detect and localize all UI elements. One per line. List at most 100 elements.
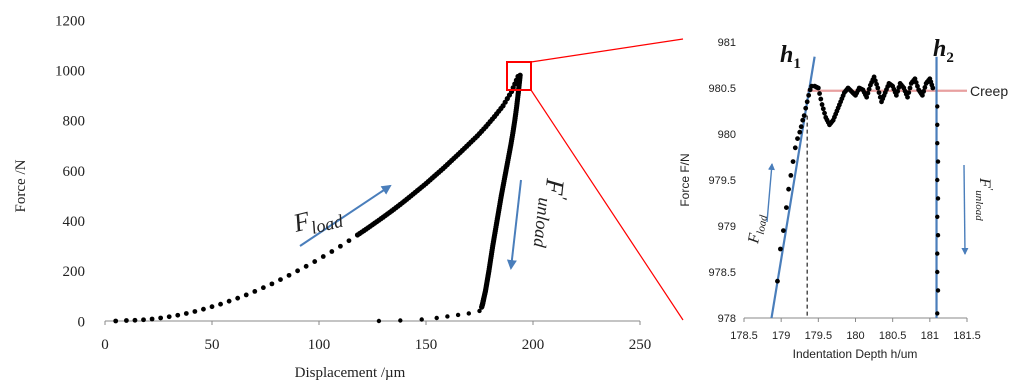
loading-point: [226, 298, 232, 304]
inset-unloading-point: [935, 177, 940, 183]
inset-data-points: [775, 74, 941, 316]
inset-loading-point: [786, 186, 791, 192]
x-tick-label: 0: [101, 337, 109, 353]
inset-loading-point: [798, 124, 804, 130]
y-tick-label: 200: [63, 264, 86, 280]
main-x-ticks: 0 50 100 150 200 250: [101, 321, 651, 353]
y-tick-label: 978: [718, 313, 736, 325]
tail-point: [466, 311, 471, 316]
inset-creep-point: [875, 85, 881, 91]
x-tick-label: 181: [921, 330, 939, 342]
y-tick-label: 600: [63, 164, 86, 180]
inset-creep-point: [915, 83, 920, 89]
inset-loading-point: [783, 205, 789, 211]
inset-creep-point: [922, 84, 928, 90]
main-data-points: [113, 72, 523, 324]
x-tick-label: 180: [846, 330, 864, 342]
inset-creep-point: [921, 88, 927, 94]
h1-label: h1: [780, 42, 801, 72]
loading-point: [260, 285, 266, 291]
main-unload-arrow: [506, 179, 522, 270]
y-tick-label: 400: [63, 214, 86, 230]
loading-point: [338, 243, 343, 249]
y-tick-label: 800: [63, 114, 86, 130]
inset-unloading-point: [935, 269, 940, 275]
loading-point: [252, 289, 258, 294]
loading-point: [192, 309, 198, 314]
loading-point: [132, 317, 138, 323]
y-tick-label: 979.5: [708, 175, 736, 187]
inset-loading-point: [803, 105, 809, 111]
tail-point: [419, 317, 424, 322]
inset-loading-point: [801, 113, 807, 118]
loading-point: [124, 318, 129, 323]
inset-creep-point: [930, 85, 936, 91]
main-y-ticks: 0 200 400 600 800 1000 1200: [55, 13, 85, 330]
tail-point: [477, 308, 482, 314]
loading-point: [158, 315, 164, 321]
inset-creep-point: [893, 92, 899, 98]
loading-point: [209, 304, 215, 310]
loading-point: [269, 281, 275, 287]
inset-unloading-point: [935, 214, 940, 219]
inset-unloading-point: [935, 311, 940, 316]
inset-loading-point: [806, 92, 812, 98]
inset-unloading-point: [935, 141, 940, 146]
x-tick-label: 179: [772, 330, 790, 342]
tail-point: [434, 315, 439, 321]
inset-loading-point: [788, 173, 794, 178]
inset-load-annotation: Fload: [745, 163, 775, 246]
tail-point: [376, 318, 382, 324]
inset-creep-point: [865, 90, 871, 96]
main-chart: 0 50 100 150 200 250 0 200 400 600 800 1000 1200 Di…: [13, 13, 684, 381]
loading-point: [312, 259, 318, 264]
inset-creep-point: [907, 85, 913, 91]
inset-unload-annotation: F′unload: [961, 164, 995, 255]
loading-point: [303, 263, 309, 269]
inset-loading-point: [778, 246, 783, 252]
inset-creep-point: [906, 90, 912, 95]
loading-point: [295, 268, 300, 274]
inset-load-arrow: [766, 163, 775, 223]
inset-loading-point: [792, 145, 798, 151]
x-tick-label: 100: [308, 337, 331, 353]
inset-unloading-point: [935, 196, 941, 201]
inset-loading-point: [790, 159, 796, 165]
inset-creep-point: [819, 102, 825, 107]
main-load-label: Fload: [289, 198, 345, 242]
inset-unloading-point: [935, 104, 940, 109]
main-unload-annotation: F′unload: [506, 176, 571, 270]
loading-point: [278, 277, 283, 283]
inset-loading-point: [807, 87, 813, 93]
x-tick-label: 250: [629, 337, 652, 353]
inset-unloading-point: [935, 288, 941, 293]
loading-point: [141, 317, 146, 323]
inset-chart: 178.5 179 179.5 180 180.5 181 181.5 978978.597…: [678, 36, 1008, 361]
inset-loading-point: [780, 228, 786, 234]
loading-point: [235, 295, 241, 301]
inset-y-axis-label: Force F/N: [678, 153, 692, 206]
inset-loading-point: [795, 136, 800, 142]
tail-point: [398, 318, 403, 323]
inset-unloading-point: [935, 122, 940, 128]
tail-point: [445, 314, 450, 319]
main-x-axis-label: Displacement /µm: [295, 365, 406, 381]
inset-creep-point: [820, 106, 826, 112]
x-tick-label: 179.5: [805, 330, 833, 342]
main-y-axis-label: Force /N: [13, 159, 29, 212]
inset-creep-point: [864, 94, 870, 100]
loading-point: [243, 292, 249, 298]
zoom-box: [506, 61, 532, 91]
x-tick-label: 200: [522, 337, 545, 353]
x-tick-label: 181.5: [953, 330, 981, 342]
inset-loading-point: [797, 129, 803, 135]
loading-point: [286, 272, 292, 278]
inset-loading-point: [800, 117, 806, 123]
inset-creep-point: [874, 81, 879, 87]
y-tick-label: 980.5: [708, 83, 736, 95]
inset-creep-point: [905, 94, 910, 100]
y-tick-label: 981: [718, 37, 736, 49]
zoom-connector-top: [530, 38, 684, 63]
inset-creep-point: [818, 96, 824, 102]
